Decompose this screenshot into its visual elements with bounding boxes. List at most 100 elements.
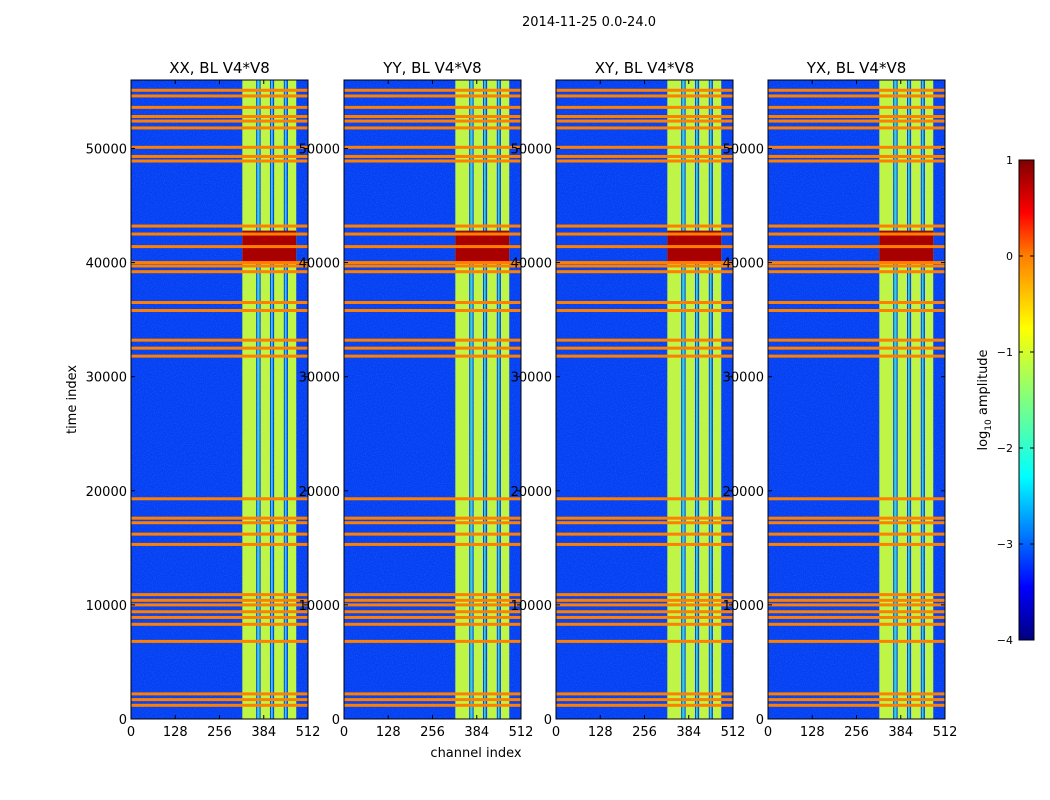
flag-row: [556, 639, 733, 643]
x-tick-label: 512: [933, 725, 958, 740]
x-tick-label: 128: [376, 725, 401, 740]
flag-row: [344, 703, 521, 707]
flag-row: [556, 119, 733, 123]
flag-row: [344, 115, 521, 119]
flag-row: [556, 532, 733, 536]
panel-title: XY, BL V4*V8: [595, 59, 695, 77]
flag-row: [131, 126, 308, 130]
x-tick-label: 256: [844, 725, 869, 740]
flag-row: [556, 622, 733, 626]
y-tick-label: 30000: [299, 371, 340, 386]
flag-row: [131, 119, 308, 123]
rfi-band: [897, 80, 907, 719]
flag-row: [344, 338, 521, 342]
rfi-band: [257, 80, 260, 719]
flag-row: [344, 698, 521, 702]
colorbar-tick-label: −1: [997, 346, 1013, 359]
rfi-band: [287, 80, 297, 719]
flag-row: [768, 270, 945, 274]
flag-row: [344, 145, 521, 149]
flag-row: [131, 346, 308, 350]
flag-row: [556, 301, 733, 305]
flag-row: [131, 261, 308, 265]
flag-row: [556, 603, 733, 607]
rfi-band: [894, 80, 897, 719]
flag-row: [556, 497, 733, 501]
flag-row: [768, 264, 945, 268]
flag-row: [131, 145, 308, 149]
y-tick-label: 50000: [511, 142, 552, 157]
flag-row: [768, 497, 945, 501]
flag-row: [131, 105, 308, 109]
flag-row: [344, 245, 521, 249]
flag-row: [344, 692, 521, 696]
rfi-band: [699, 80, 709, 719]
flag-row: [131, 338, 308, 342]
flag-row: [344, 119, 521, 123]
flag-row: [768, 610, 945, 614]
flag-row: [131, 532, 308, 536]
flag-row: [344, 261, 521, 265]
flag-row: [768, 105, 945, 109]
flag-row: [768, 639, 945, 643]
panel-title: YY, BL V4*V8: [382, 59, 481, 77]
rfi-band: [911, 80, 921, 719]
rfi-band: [284, 80, 287, 719]
x-tick-label: 256: [420, 725, 445, 740]
flag-row: [131, 603, 308, 607]
rfi-band: [924, 80, 934, 719]
x-tick-label: 384: [251, 725, 276, 740]
flag-row: [556, 154, 733, 158]
y-tick-label: 20000: [723, 485, 764, 500]
flag-row: [344, 159, 521, 163]
y-tick-label: 0: [544, 713, 552, 728]
flag-row: [131, 88, 308, 92]
flag-row: [131, 542, 308, 546]
flag-row: [768, 622, 945, 626]
flag-row: [131, 497, 308, 501]
flag-row: [131, 692, 308, 696]
flag-row: [131, 224, 308, 228]
flag-row: [131, 354, 308, 358]
flag-row: [131, 698, 308, 702]
colorbar-tick-label: 1: [1006, 154, 1013, 167]
flag-row: [344, 521, 521, 525]
flag-row: [768, 542, 945, 546]
x-tick-label: 256: [207, 725, 232, 740]
rfi-band: [908, 80, 910, 719]
flag-row: [131, 610, 308, 614]
flag-row: [131, 308, 308, 312]
flag-row: [344, 542, 521, 546]
flag-row: [556, 224, 733, 228]
x-tick-label: 0: [127, 725, 135, 740]
y-tick-label: 10000: [299, 599, 340, 614]
flag-row: [344, 88, 521, 92]
x-axis-label: channel index: [430, 746, 521, 761]
flag-row: [768, 516, 945, 520]
flag-row: [344, 532, 521, 536]
flag-row: [556, 593, 733, 597]
flag-row: [131, 115, 308, 119]
flag-row: [344, 105, 521, 109]
flag-row: [556, 232, 733, 236]
y-tick-label: 50000: [299, 142, 340, 157]
y-tick-label: 50000: [86, 142, 127, 157]
flag-row: [768, 532, 945, 536]
rfi-band: [487, 80, 497, 719]
flag-rows: [131, 88, 308, 707]
y-tick-label: 30000: [86, 371, 127, 386]
flag-row: [344, 264, 521, 268]
y-tick-label: 50000: [723, 142, 764, 157]
flag-row: [131, 516, 308, 520]
figure-suptitle: 2014-11-25 0.0-24.0: [522, 15, 656, 30]
flag-row: [556, 698, 733, 702]
flag-row: [131, 264, 308, 268]
flag-row: [556, 703, 733, 707]
panel-4: YX, BL V4*V8 0 128 256 384 512 0 10000 20000 3000…: [723, 59, 958, 740]
flag-row: [344, 154, 521, 158]
x-tick-label: 512: [721, 725, 746, 740]
rfi-band: [271, 80, 273, 719]
flag-row: [556, 94, 733, 98]
rfi-band: [473, 80, 483, 719]
